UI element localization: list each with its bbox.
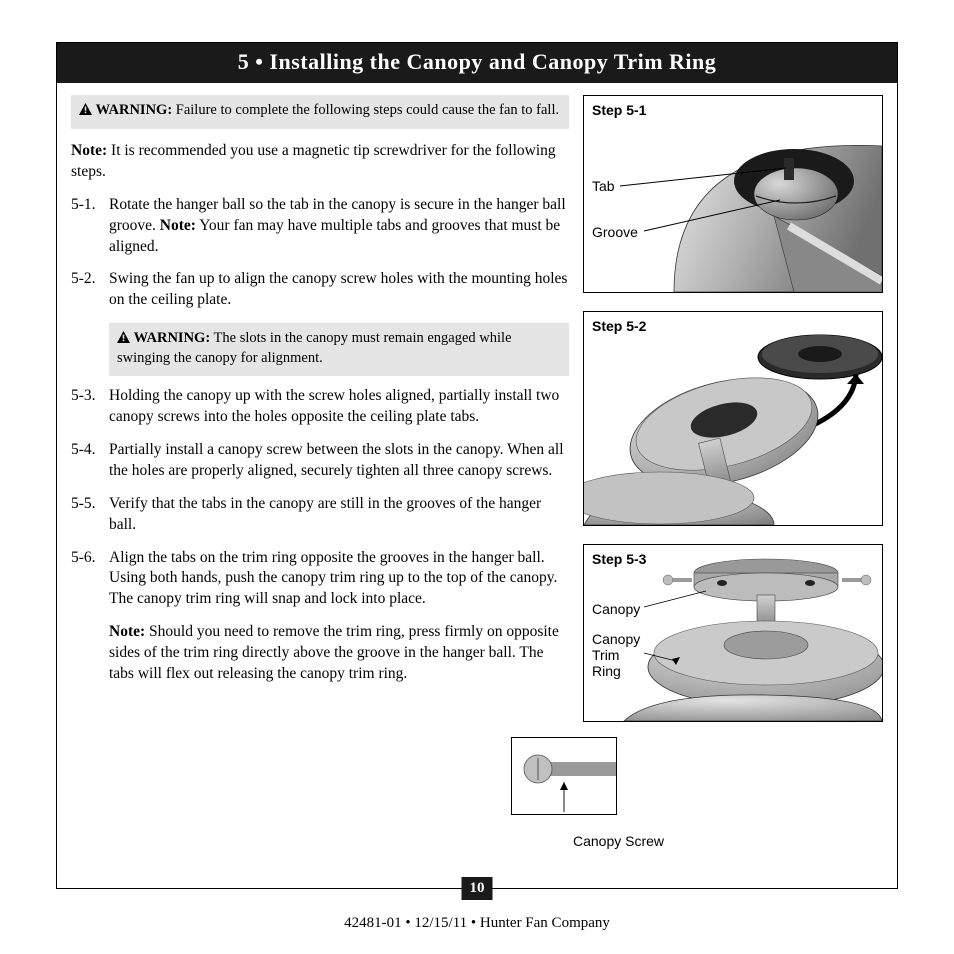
footer-sep: •	[402, 915, 415, 931]
section-header: 5 • Installing the Canopy and Canopy Tri…	[57, 43, 897, 83]
warning-icon	[117, 330, 130, 349]
warning-box-1: WARNING: Failure to complete the followi…	[71, 95, 569, 129]
footer: 42481-01 • 12/15/11 • Hunter Fan Company	[0, 915, 954, 932]
figure-5-1-svg	[584, 96, 882, 292]
warning-label: WARNING:	[134, 330, 211, 346]
warning-icon	[79, 102, 92, 121]
step-body: Rotate the hanger ball so the tab in the…	[109, 195, 569, 258]
warning-box-2: WARNING: The slots in the canopy must re…	[109, 323, 569, 376]
figure-5-2-svg	[584, 312, 882, 525]
step-number: 5-4.	[71, 440, 109, 482]
callout-trim-ring: Canopy Trim Ring	[592, 631, 640, 679]
screw-left-icon	[663, 575, 692, 585]
page-number: 10	[462, 877, 493, 900]
callout-canopy: Canopy	[592, 601, 640, 617]
step-number: 5-5.	[71, 494, 109, 536]
figure-column: Step 5-1 Tab Groove	[583, 95, 883, 740]
trailing-note: Note: Should you need to remove the trim…	[109, 622, 569, 685]
step-text: Align the tabs on the trim ring opposite…	[109, 549, 557, 608]
step-5-2: 5-2. Swing the fan up to align the canop…	[71, 269, 569, 311]
inline-note-label: Note:	[160, 217, 196, 234]
step-body: Holding the canopy up with the screw hol…	[109, 386, 569, 428]
page-frame: 5 • Installing the Canopy and Canopy Tri…	[56, 42, 898, 889]
step-number: 5-3.	[71, 386, 109, 428]
figure-5-2: Step 5-2	[583, 311, 883, 526]
warning-text-1: Failure to complete the following steps …	[176, 102, 559, 118]
step-body: Verify that the tabs in the canopy are s…	[109, 494, 569, 536]
note-label: Note:	[71, 142, 107, 159]
figure-5-3: Step 5-3 Canopy Canopy Trim Ring	[583, 544, 883, 722]
step-5-5: 5-5. Verify that the tabs in the canopy …	[71, 494, 569, 536]
step-5-3: 5-3. Holding the canopy up with the scre…	[71, 386, 569, 428]
content-area: WARNING: Failure to complete the followi…	[57, 83, 897, 740]
footer-company: Hunter Fan Company	[480, 915, 610, 931]
warning-label: WARNING:	[96, 102, 173, 118]
note-text: Should you need to remove the trim ring,…	[109, 623, 559, 682]
callout-groove: Groove	[592, 224, 638, 240]
footer-sep: •	[467, 915, 480, 931]
footer-doc: 42481-01	[344, 915, 402, 931]
inset-canopy-screw	[511, 737, 617, 815]
callout-canopy-screw: Canopy Screw	[573, 833, 664, 849]
step-5-6: 5-6. Align the tabs on the trim ring opp…	[71, 548, 569, 686]
step-number: 5-1.	[71, 195, 109, 258]
canopy-screw-svg	[512, 738, 616, 814]
step-body: Swing the fan up to align the canopy scr…	[109, 269, 569, 311]
text-column: WARNING: Failure to complete the followi…	[71, 95, 569, 740]
screw-right-icon	[842, 575, 871, 585]
figure-label: Step 5-1	[592, 102, 646, 118]
note-label: Note:	[109, 623, 145, 640]
callout-tab: Tab	[592, 178, 615, 194]
figure-label: Step 5-2	[592, 318, 646, 334]
step-body: Partially install a canopy screw between…	[109, 440, 569, 482]
intro-note: Note: It is recommended you use a magnet…	[71, 141, 569, 183]
intro-note-text: It is recommended you use a magnetic tip…	[71, 142, 556, 180]
step-number: 5-6.	[71, 548, 109, 686]
figure-label: Step 5-3	[592, 551, 646, 567]
figure-5-1: Step 5-1 Tab Groove	[583, 95, 883, 293]
step-body: Align the tabs on the trim ring opposite…	[109, 548, 569, 686]
footer-date: 12/15/11	[414, 915, 467, 931]
section-title: 5 • Installing the Canopy and Canopy Tri…	[238, 49, 717, 74]
step-5-1: 5-1. Rotate the hanger ball so the tab i…	[71, 195, 569, 258]
step-number: 5-2.	[71, 269, 109, 311]
step-5-4: 5-4. Partially install a canopy screw be…	[71, 440, 569, 482]
